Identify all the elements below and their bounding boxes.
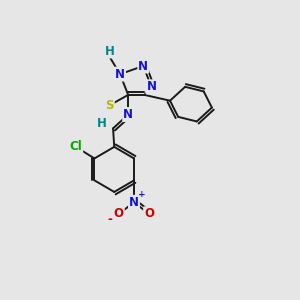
Text: O: O — [114, 207, 124, 220]
Text: -: - — [108, 213, 112, 226]
Text: N: N — [129, 196, 139, 209]
Text: Cl: Cl — [70, 140, 82, 153]
Text: N: N — [138, 59, 148, 73]
Text: N: N — [146, 80, 156, 93]
Text: +: + — [138, 190, 145, 200]
Text: N: N — [115, 68, 125, 81]
Text: H: H — [105, 44, 115, 58]
Text: O: O — [144, 207, 154, 220]
Text: S: S — [105, 99, 114, 112]
Text: N: N — [123, 108, 133, 121]
Text: H: H — [97, 117, 106, 130]
